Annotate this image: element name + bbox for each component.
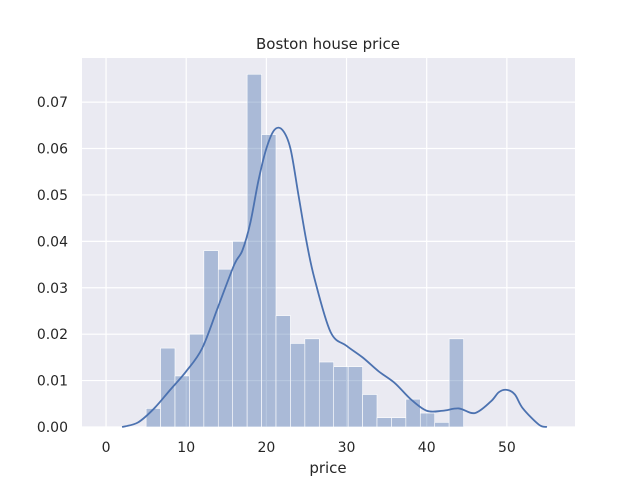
y-tick-label: 0.06 (37, 142, 68, 158)
y-tick-label: 0.03 (37, 281, 68, 297)
x-axis-ticks: 0 10 20 30 40 50 (102, 440, 516, 456)
histogram-bar (405, 398, 421, 428)
chart-title: Boston house price (256, 35, 400, 53)
histogram-bar (318, 361, 335, 428)
histogram-bar (333, 366, 349, 428)
x-tick-label: 0 (102, 440, 111, 456)
y-tick-label: 0.02 (37, 327, 68, 343)
histogram-bar (419, 412, 436, 428)
histogram-bar (434, 422, 450, 428)
histogram-bar (217, 268, 234, 428)
kde-curve (121, 126, 548, 428)
histogram-bar (174, 375, 190, 428)
x-tick-label: 30 (338, 440, 356, 456)
y-tick-label: 0.01 (37, 374, 68, 390)
histogram-bar (391, 417, 407, 428)
gridlines (82, 58, 575, 428)
histogram-bar (232, 241, 248, 428)
histogram-bar (347, 366, 363, 428)
x-tick-label: 10 (177, 440, 195, 456)
histogram-bar (275, 315, 291, 428)
y-tick-label: 0.04 (37, 234, 68, 250)
histogram-bars (145, 73, 464, 428)
y-tick-label: 0.00 (37, 420, 68, 436)
histogram-bar (246, 73, 262, 428)
histogram-bar (448, 338, 464, 428)
y-axis-ticks: 0.00 0.01 0.02 0.03 0.04 0.05 0.06 0.07 (37, 95, 68, 436)
x-tick-label: 50 (498, 440, 516, 456)
plot-area (82, 58, 575, 427)
x-tick-label: 40 (418, 440, 436, 456)
histogram-bar (376, 417, 392, 428)
histogram-bar (362, 394, 378, 428)
y-tick-label: 0.05 (37, 188, 68, 204)
y-tick-label: 0.07 (37, 95, 68, 111)
histogram-bar (261, 134, 277, 428)
histogram-bar (145, 408, 161, 428)
histogram-bar (290, 343, 306, 428)
x-tick-label: 20 (257, 440, 275, 456)
x-axis-label: price (309, 459, 346, 477)
histogram-bar (304, 338, 320, 428)
